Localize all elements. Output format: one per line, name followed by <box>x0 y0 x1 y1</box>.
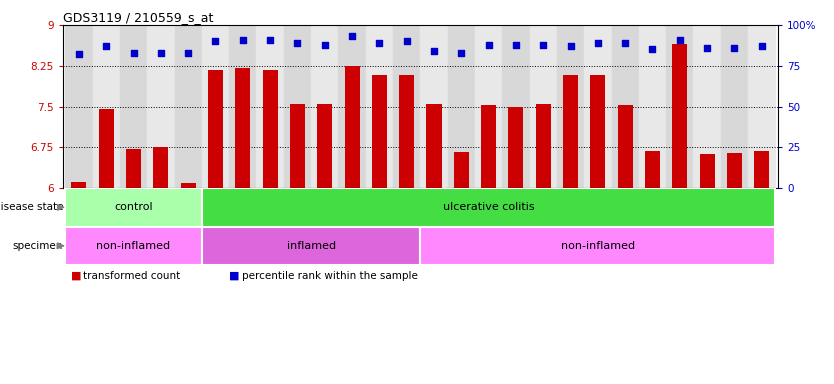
Point <box>673 36 686 43</box>
Bar <box>93 25 120 188</box>
Bar <box>721 25 748 188</box>
Bar <box>399 75 414 188</box>
Bar <box>481 106 496 188</box>
Bar <box>229 25 257 188</box>
Bar <box>257 25 284 188</box>
Bar <box>65 227 202 265</box>
Bar <box>454 152 469 188</box>
Point <box>591 40 605 46</box>
Bar <box>618 106 633 188</box>
Bar <box>535 104 550 188</box>
Bar <box>148 25 174 188</box>
Point <box>291 40 304 46</box>
Bar <box>754 151 769 188</box>
Bar <box>372 75 387 188</box>
Point <box>400 38 414 45</box>
Text: percentile rank within the sample: percentile rank within the sample <box>242 271 418 281</box>
Text: specimen: specimen <box>13 241 63 251</box>
Bar <box>311 25 339 188</box>
Bar <box>284 25 311 188</box>
Bar <box>344 66 359 188</box>
Bar <box>202 227 420 265</box>
Point <box>482 41 495 48</box>
Point <box>99 43 113 49</box>
Bar <box>700 154 715 188</box>
Point <box>701 45 714 51</box>
Point <box>728 45 741 51</box>
Bar <box>126 149 141 188</box>
Point <box>345 33 359 40</box>
Text: ■: ■ <box>71 271 82 281</box>
Bar <box>639 25 666 188</box>
Point <box>73 51 86 57</box>
Bar <box>339 25 366 188</box>
Text: control: control <box>114 202 153 212</box>
Text: transformed count: transformed count <box>83 271 181 281</box>
Text: ■: ■ <box>229 271 240 281</box>
Bar <box>420 25 448 188</box>
Text: disease state: disease state <box>0 202 63 212</box>
Bar <box>263 70 278 188</box>
Bar <box>727 153 742 188</box>
Bar <box>666 25 693 188</box>
Bar <box>174 25 202 188</box>
Bar <box>509 107 524 188</box>
Point <box>373 40 386 46</box>
Bar <box>502 25 530 188</box>
Bar <box>208 70 223 188</box>
Bar <box>530 25 557 188</box>
Point <box>154 50 168 56</box>
Point <box>755 43 768 49</box>
Point <box>455 50 468 56</box>
Bar <box>475 25 502 188</box>
Bar <box>366 25 393 188</box>
Bar <box>645 151 660 188</box>
Text: ulcerative colitis: ulcerative colitis <box>443 202 535 212</box>
Bar <box>65 25 93 188</box>
Point <box>564 43 577 49</box>
Point <box>427 48 440 54</box>
Text: inflamed: inflamed <box>287 241 335 251</box>
Text: GDS3119 / 210559_s_at: GDS3119 / 210559_s_at <box>63 11 213 24</box>
Bar <box>448 25 475 188</box>
Bar <box>153 147 168 188</box>
Bar <box>672 44 687 188</box>
Point <box>236 36 249 43</box>
Bar <box>202 188 776 227</box>
Text: non-inflamed: non-inflamed <box>560 241 635 251</box>
Bar <box>748 25 776 188</box>
Bar <box>181 183 196 188</box>
Bar <box>426 104 441 188</box>
Bar <box>563 75 578 188</box>
Bar <box>611 25 639 188</box>
Bar <box>420 227 776 265</box>
Point <box>127 50 140 56</box>
Bar <box>65 188 202 227</box>
Bar <box>693 25 721 188</box>
Point <box>619 40 632 46</box>
Bar <box>120 25 148 188</box>
Point <box>646 46 659 53</box>
Bar <box>98 109 113 188</box>
Point <box>536 41 550 48</box>
Bar <box>393 25 420 188</box>
Point <box>208 38 222 45</box>
Text: non-inflamed: non-inflamed <box>97 241 171 251</box>
Bar <box>290 104 305 188</box>
Bar <box>235 68 250 188</box>
Bar <box>72 182 87 188</box>
Point <box>510 41 523 48</box>
Bar <box>590 75 605 188</box>
Point <box>182 50 195 56</box>
Bar <box>317 104 332 188</box>
Bar <box>584 25 611 188</box>
Bar <box>202 25 229 188</box>
Point <box>264 36 277 43</box>
Bar <box>557 25 584 188</box>
Point <box>318 41 331 48</box>
